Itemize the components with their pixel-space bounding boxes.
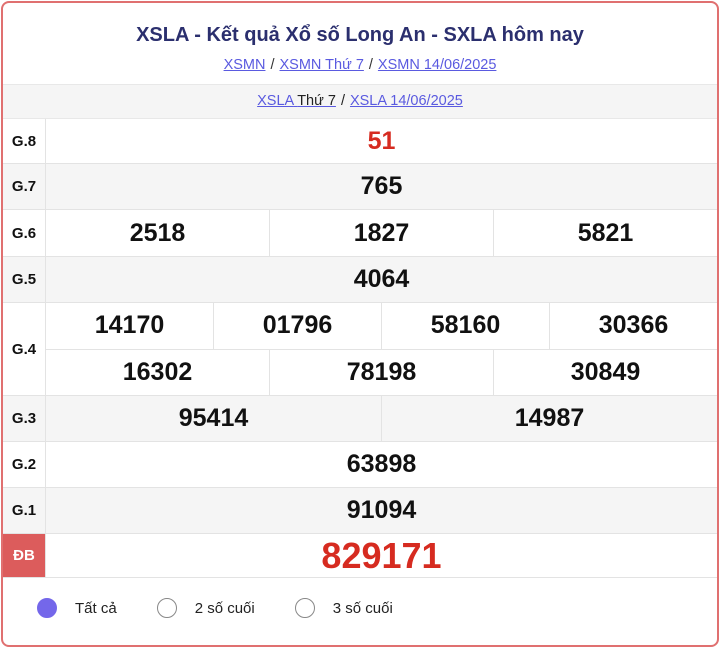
sub-breadcrumb: XSLA Thứ 7/XSLA 14/06/2025 (3, 85, 717, 119)
prize-number: 16302 (122, 357, 193, 386)
prize-number: 5821 (493, 210, 717, 256)
prize-values: 95414 14987 (46, 396, 717, 441)
prize-row: G.2 63898 (3, 442, 717, 488)
prize-number: 30366 (549, 303, 717, 349)
header: XSLA - Kết quả Xổ số Long An - SXLA hôm … (3, 3, 717, 85)
radio-button[interactable] (37, 598, 57, 618)
prize-values: 829171 (46, 534, 717, 577)
prize-line: 95414 14987 (46, 396, 717, 441)
radio-button[interactable] (156, 598, 177, 618)
prize-label: G.7 (3, 164, 46, 209)
prize-number: 829171 (321, 534, 442, 576)
prize-number: 765 (360, 172, 403, 200)
prize-label: G.4 (3, 303, 46, 395)
prize-label: G.5 (3, 257, 46, 302)
option-label: 2 số cuối (194, 599, 255, 617)
prize-number: 91094 (346, 496, 417, 524)
prize-label: G.8 (3, 119, 46, 163)
prize-line: 4064 (46, 257, 717, 302)
prize-number: 95414 (178, 404, 249, 432)
prize-number: 63898 (346, 450, 417, 478)
breadcrumb: XSMN / XSMN Thứ 7/XSMN 14/06/2025 (223, 57, 497, 73)
prize-line: 14170 01796 58160 30366 (46, 303, 717, 349)
prize-number: 4064 (353, 265, 410, 293)
prize-row: G.1 91094 (3, 488, 717, 534)
prize-values: 51 (46, 119, 717, 163)
prize-number: 14170 (94, 311, 165, 340)
page-title: XSLA - Kết quả Xổ số Long An - SXLA hôm … (136, 24, 584, 46)
prize-row: G.7 765 (3, 164, 717, 210)
breadcrumb-xsmn-thu7[interactable]: XSMN Thứ 7 (279, 57, 364, 73)
link-xsla-date[interactable]: XSLA 14/06/2025 (349, 93, 463, 109)
prize-row: G.5 4064 (3, 257, 717, 303)
prize-row: G.8 51 (3, 119, 717, 164)
prize-number: 14987 (381, 396, 717, 441)
option-label: 3 số cuối (332, 599, 393, 617)
prize-number: 51 (367, 126, 396, 155)
prize-label: G.6 (3, 210, 46, 256)
prize-label: G.1 (3, 488, 46, 533)
prize-values: 14170 01796 58160 30366 16302 78198 30849 (46, 303, 717, 395)
prize-values: 63898 (46, 442, 717, 487)
prize-line: 16302 78198 30849 (46, 348, 717, 395)
breadcrumb-xsmn-date[interactable]: XSMN 14/06/2025 (377, 57, 497, 73)
option-0[interactable]: Tất cả (37, 598, 117, 618)
prize-number: 58160 (381, 303, 549, 349)
prize-label: G.2 (3, 442, 46, 487)
link-text: XSLA (257, 93, 294, 109)
prize-number: 1827 (269, 210, 493, 256)
prize-values: 765 (46, 164, 717, 209)
prize-table: G.8 51 G.7 765 G.6 2518 1827 5821 G.5 4064 G.4 1417… (3, 119, 717, 578)
prize-line: 829171 (46, 534, 717, 577)
radio-button[interactable] (294, 598, 315, 618)
prize-row: G.6 2518 1827 5821 (3, 210, 717, 257)
prize-row: G.4 14170 01796 58160 30366 16302 78198 30849 (3, 303, 717, 396)
prize-line: 765 (46, 164, 717, 209)
prize-number: 2518 (129, 218, 186, 247)
prize-values: 4064 (46, 257, 717, 302)
prize-number: 30849 (493, 349, 717, 395)
prize-number: 78198 (269, 349, 493, 395)
prize-row: G.3 95414 14987 (3, 396, 717, 442)
display-options: Tất cả 2 số cuối 3 số cuối (3, 578, 717, 618)
prize-label: G.3 (3, 396, 46, 441)
prize-row: ĐB 829171 (3, 534, 717, 578)
prize-number: 01796 (213, 303, 381, 349)
prize-line: 51 (46, 119, 717, 163)
breadcrumb-xsmn[interactable]: XSMN (223, 57, 266, 73)
prize-values: 91094 (46, 488, 717, 533)
option-2[interactable]: 3 số cuối (294, 598, 393, 618)
prize-line: 63898 (46, 442, 717, 487)
prize-line: 2518 1827 5821 (46, 210, 717, 256)
prize-values: 2518 1827 5821 (46, 210, 717, 256)
option-label: Tất cả (75, 599, 117, 617)
link-text: Thứ 7 (297, 93, 336, 109)
prize-label: ĐB (3, 534, 46, 577)
link-xsla-thu7[interactable]: XSLA Thứ 7 (257, 93, 336, 109)
prize-line: 91094 (46, 488, 717, 533)
option-1[interactable]: 2 số cuối (156, 598, 255, 618)
